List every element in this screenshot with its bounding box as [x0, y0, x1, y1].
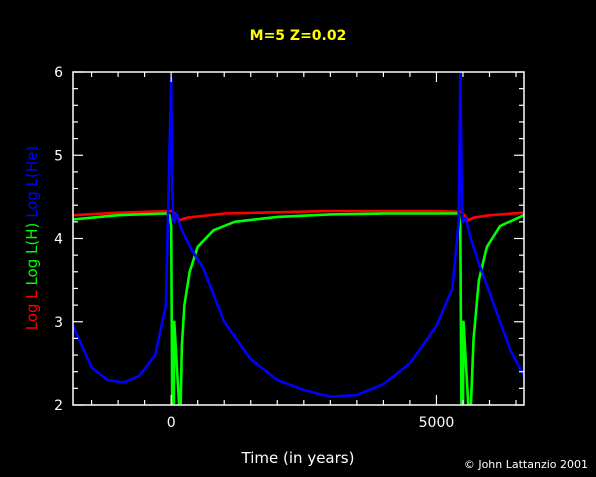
plot-area: [73, 72, 524, 405]
y-tick-label: 6: [54, 65, 63, 81]
series-line-log-l-he: [73, 72, 524, 399]
y-axis-label-part: Log L(He): [23, 146, 41, 223]
series-line-log-l-h: [73, 212, 524, 405]
y-tick-label: 5: [54, 148, 63, 164]
x-tick-label: 5000: [419, 415, 455, 431]
y-axis-label-part: Log L: [23, 290, 41, 331]
y-tick-label: 3: [54, 315, 63, 331]
x-axis-label: Time (in years): [241, 449, 355, 467]
y-tick-label: 4: [54, 232, 63, 248]
copyright-credit: © John Lattanzio 2001: [463, 458, 588, 471]
y-axis-label: Log L Log L(H) Log L(He): [23, 146, 41, 331]
y-tick-label: 2: [54, 398, 63, 414]
y-axis-label-part: Log L(H): [23, 223, 41, 291]
axes: 2 3 4 5 6 0 5000: [54, 65, 525, 431]
chart-title: M=5 Z=0.02: [250, 28, 347, 44]
x-tick-label: 0: [167, 415, 176, 431]
